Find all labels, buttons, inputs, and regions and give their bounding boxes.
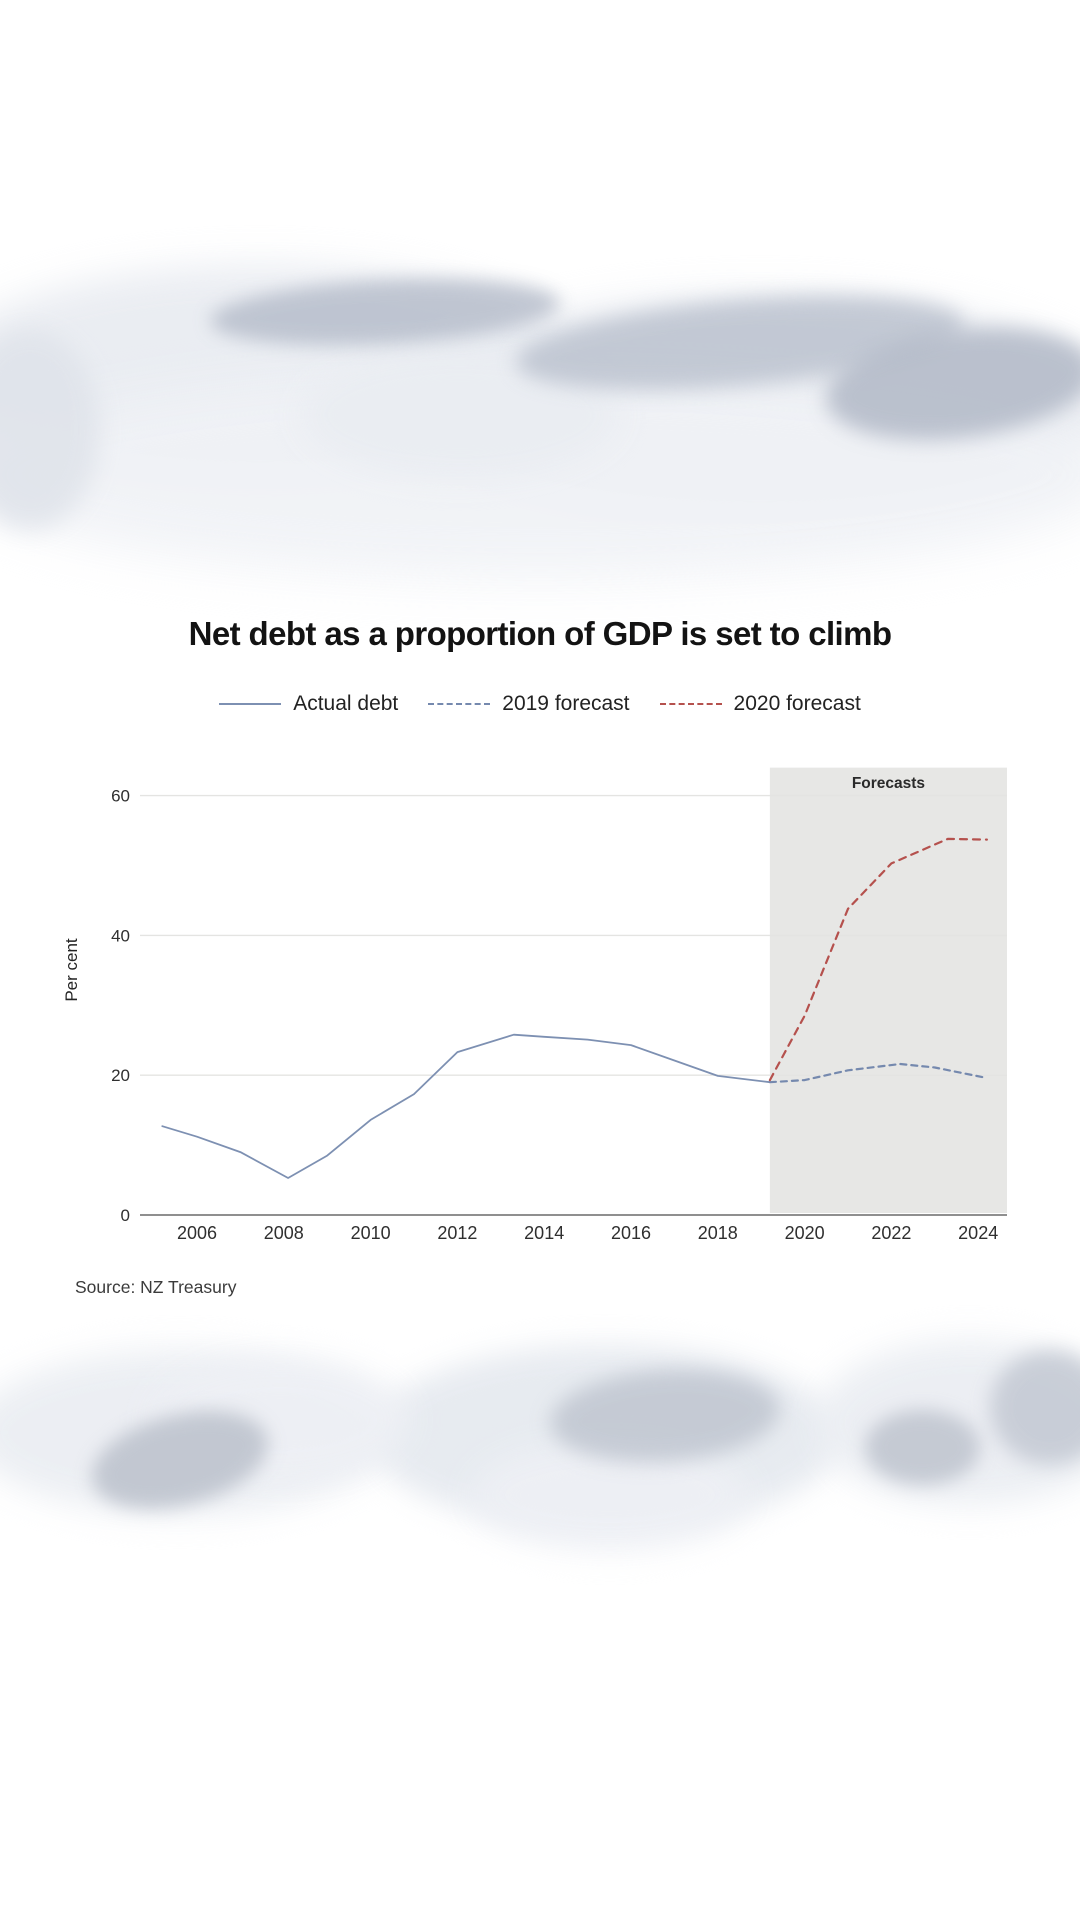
watercolor-blob [819,313,1080,455]
watercolor-blob [0,370,1080,580]
line-chart: 0 20 40 60 2006 2008 2010 2012 2014 2016 2018 2020 2… [111,767,1007,1243]
watercolor-blob [815,1340,1080,1505]
y-tick-label: 40 [111,926,130,945]
forecast-region [769,767,1007,1213]
x-tick-label: 2022 [871,1223,911,1243]
watercolor-blob [865,1410,980,1485]
legend-item-2019-forecast: 2019 forecast [428,692,630,716]
series-line-2019-forecast [768,1062,989,1084]
legend-label: Actual debt [293,692,399,715]
y-tick-label: 0 [121,1206,130,1225]
x-tick-label: 2010 [351,1223,391,1243]
watercolor-blob [400,295,1080,515]
watercolor-blob [300,350,620,480]
x-tick-label: 2018 [698,1223,738,1243]
watercolor-blob [0,265,580,475]
watercolor-blob [470,1440,750,1550]
y-tick-label: 60 [111,787,130,806]
legend-swatch [659,703,722,705]
watercolor-blob [0,1350,390,1515]
y-tick-label: 20 [111,1066,130,1085]
watercolor-blob [0,330,100,530]
watercolor-blob [150,1360,410,1480]
legend-label: 2020 forecast [733,692,861,715]
watercolor-blob [81,1394,279,1526]
watercolor-blob [990,1350,1080,1465]
source-note: Source: NZ Treasury [75,1277,237,1297]
x-tick-label: 2016 [611,1223,651,1243]
x-tick-label: 2008 [264,1223,304,1243]
series-line-actual-debt [161,1033,771,1179]
watercolor-blob [208,270,562,354]
x-tick-label: 2006 [177,1223,217,1243]
legend-swatch [428,703,491,705]
watercolor-blob [547,1362,783,1470]
chart-legend: Actual debt 2019 forecast 2020 forecast [0,692,1080,716]
x-tick-label: 2014 [524,1223,564,1243]
series-line-2020-forecast [768,837,989,1082]
watercolor-blob [512,280,968,406]
x-tick-label: 2024 [958,1223,998,1243]
y-axis-title: Per cent [62,938,81,1002]
chart-title: Net debt as a proportion of GDP is set t… [188,615,892,652]
legend-swatch [219,703,282,705]
legend-item-actual-debt: Actual debt [219,692,398,716]
x-tick-label: 2012 [437,1223,477,1243]
legend-item-2020-forecast: 2020 forecast [659,692,861,716]
legend-label: 2019 forecast [502,692,630,715]
x-tick-label: 2020 [785,1223,825,1243]
watercolor-blob [370,1345,840,1530]
forecast-region-label: Forecasts [852,775,925,792]
